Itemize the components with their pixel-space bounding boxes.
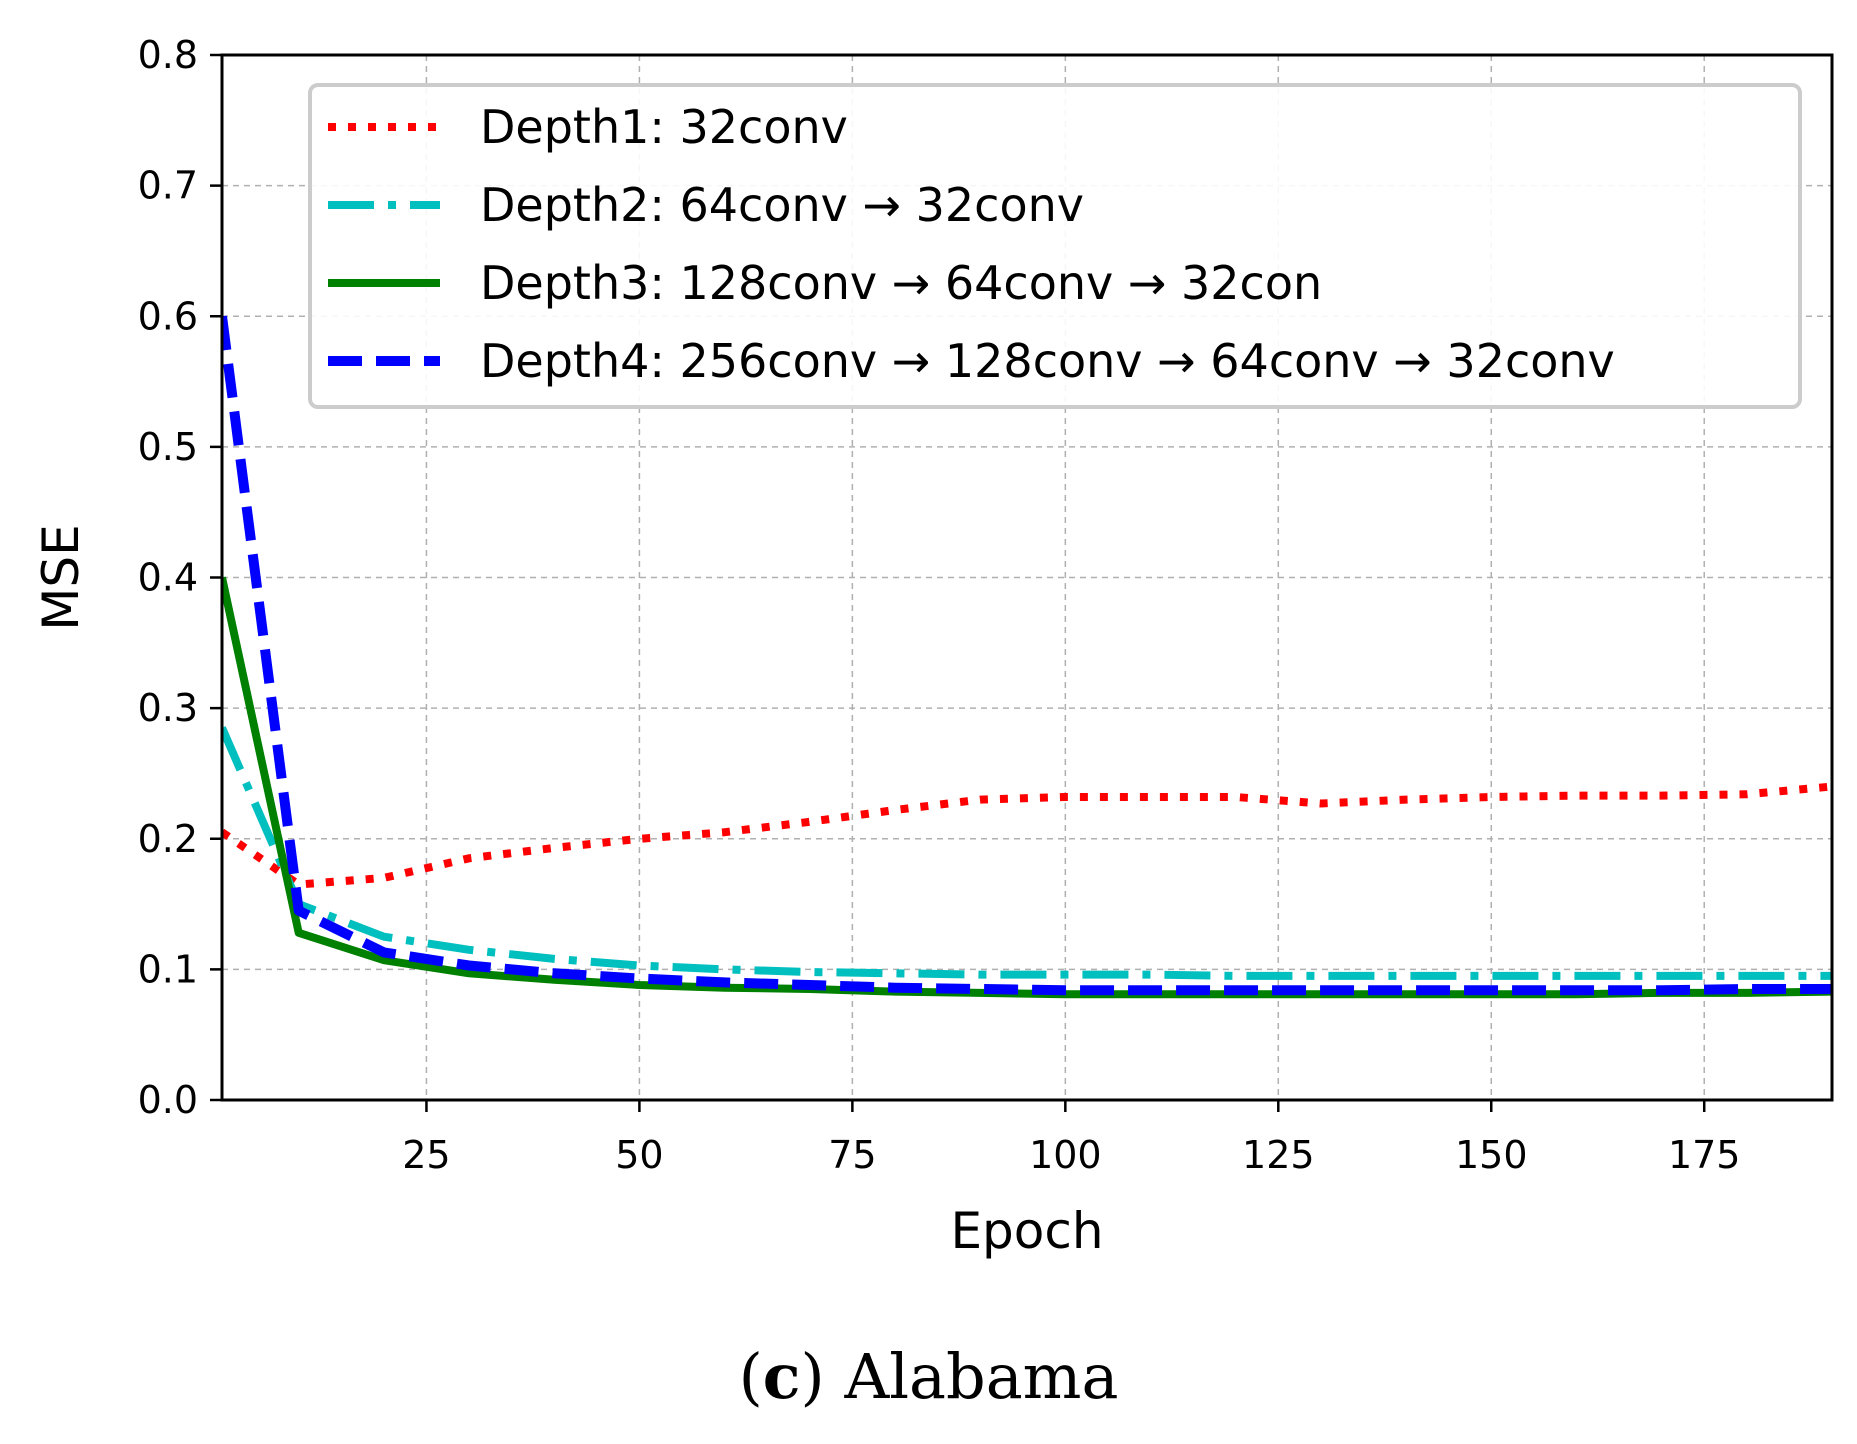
y-axis-title: MSE <box>32 524 90 630</box>
legend-label-depth2: Depth2: 64conv → 32conv <box>480 178 1084 232</box>
y-tick-label: 0.6 <box>138 294 198 338</box>
legend-box <box>308 83 1802 409</box>
x-tick-label: 75 <box>828 1133 876 1177</box>
x-tick-label: 100 <box>1029 1133 1102 1177</box>
y-tick-label: 0.8 <box>138 33 198 77</box>
line-chart: 25 50 75 100 125 150 175 0.0 0.1 0.2 0.3 0.4 0.5 0.6… <box>32 33 1834 1260</box>
caption-close-paren: ) <box>800 1340 825 1413</box>
x-tick-label: 50 <box>615 1133 663 1177</box>
y-tick-label: 0.2 <box>138 817 198 861</box>
series-line-depth4 <box>222 315 1832 996</box>
legend: Depth1: 32conv Depth2: 64conv → 32conv Dep… <box>308 83 1802 409</box>
series-line-depth1 <box>222 782 1832 889</box>
legend-label-depth3: Depth3: 128conv → 64conv → 32con <box>480 256 1322 310</box>
y-tick-label: 0.7 <box>138 164 198 208</box>
x-axis-title: Epoch <box>950 1202 1103 1260</box>
legend-label-depth1: Depth1: 32conv <box>480 100 848 154</box>
caption-text: Alabama <box>844 1340 1119 1413</box>
y-axis-ticks: 0.0 0.1 0.2 0.3 0.4 0.5 0.6 0.7 0.8 <box>138 33 222 1122</box>
x-tick-label: 25 <box>402 1133 450 1177</box>
x-tick-label: 175 <box>1668 1133 1741 1177</box>
y-tick-label: 0.3 <box>138 686 198 730</box>
series-lines <box>222 315 1832 999</box>
y-tick-label: 0.5 <box>138 425 198 469</box>
y-tick-label: 0.0 <box>138 1078 198 1122</box>
x-axis-ticks: 25 50 75 100 125 150 175 <box>402 1100 1740 1177</box>
y-tick-label: 0.1 <box>138 947 198 991</box>
x-tick-label: 150 <box>1455 1133 1528 1177</box>
caption-open-paren: ( <box>738 1340 763 1413</box>
x-tick-label: 125 <box>1242 1133 1315 1177</box>
series-line-depth2 <box>222 726 1832 980</box>
figure-caption: (c) Alabama <box>0 1340 1857 1413</box>
y-tick-label: 0.4 <box>138 556 198 600</box>
caption-letter: c <box>762 1340 801 1413</box>
legend-label-depth4: Depth4: 256conv → 128conv → 64conv → 32c… <box>480 334 1615 388</box>
